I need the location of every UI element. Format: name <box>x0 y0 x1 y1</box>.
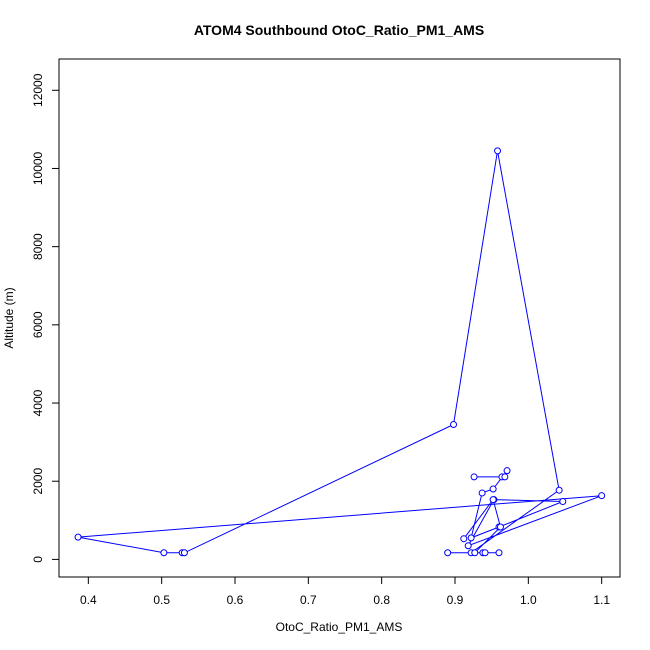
y-axis-label: Altitude (m) <box>2 287 16 348</box>
y-tick-label: 2000 <box>31 468 45 495</box>
series-line <box>78 150 602 554</box>
y-tick-label: 12000 <box>31 73 45 107</box>
x-tick-label: 0.7 <box>300 593 317 607</box>
data-point <box>489 485 497 493</box>
y-tick-label: 6000 <box>31 311 45 338</box>
data-point <box>470 473 478 481</box>
data-point <box>467 534 475 542</box>
data-point <box>495 549 503 557</box>
x-tick-label: 0.4 <box>80 593 97 607</box>
x-tick-label: 0.9 <box>447 593 464 607</box>
y-tick-label: 0 <box>31 556 45 563</box>
x-axis: 0.4 0.5 0.6 0.7 0.8 0.9 1.0 1.1 <box>80 576 610 607</box>
y-tick-label: 4000 <box>31 389 45 416</box>
data-point <box>559 498 567 506</box>
x-tick-label: 0.5 <box>153 593 170 607</box>
y-tick-label: 8000 <box>31 233 45 260</box>
x-tick-label: 1.0 <box>520 593 537 607</box>
data-point <box>501 473 509 481</box>
data-point <box>180 549 188 557</box>
data-point <box>160 549 168 557</box>
data-point <box>450 421 458 429</box>
data-point <box>478 489 486 497</box>
chart-title: ATOM4 Southbound OtoC_Ratio_PM1_AMS <box>194 22 484 38</box>
y-axis: 0 2000 4000 6000 8000 10000 12000 <box>31 73 60 563</box>
data-point <box>598 492 606 500</box>
data-point <box>503 467 511 475</box>
data-point <box>464 542 472 550</box>
x-axis-label: OtoC_Ratio_PM1_AMS <box>276 620 403 634</box>
data-point <box>444 549 452 557</box>
x-tick-label: 1.1 <box>593 593 610 607</box>
data-point <box>481 549 489 557</box>
data-point <box>74 533 82 541</box>
data-point <box>555 486 563 494</box>
data-point <box>489 496 497 504</box>
x-tick-label: 0.6 <box>227 593 244 607</box>
data-point <box>471 549 479 557</box>
x-tick-label: 0.8 <box>373 593 390 607</box>
data-point <box>496 523 504 531</box>
data-series <box>74 147 606 557</box>
y-tick-label: 10000 <box>31 151 45 185</box>
plot-frame <box>58 58 621 578</box>
data-point <box>494 147 502 155</box>
data-point <box>460 535 468 543</box>
